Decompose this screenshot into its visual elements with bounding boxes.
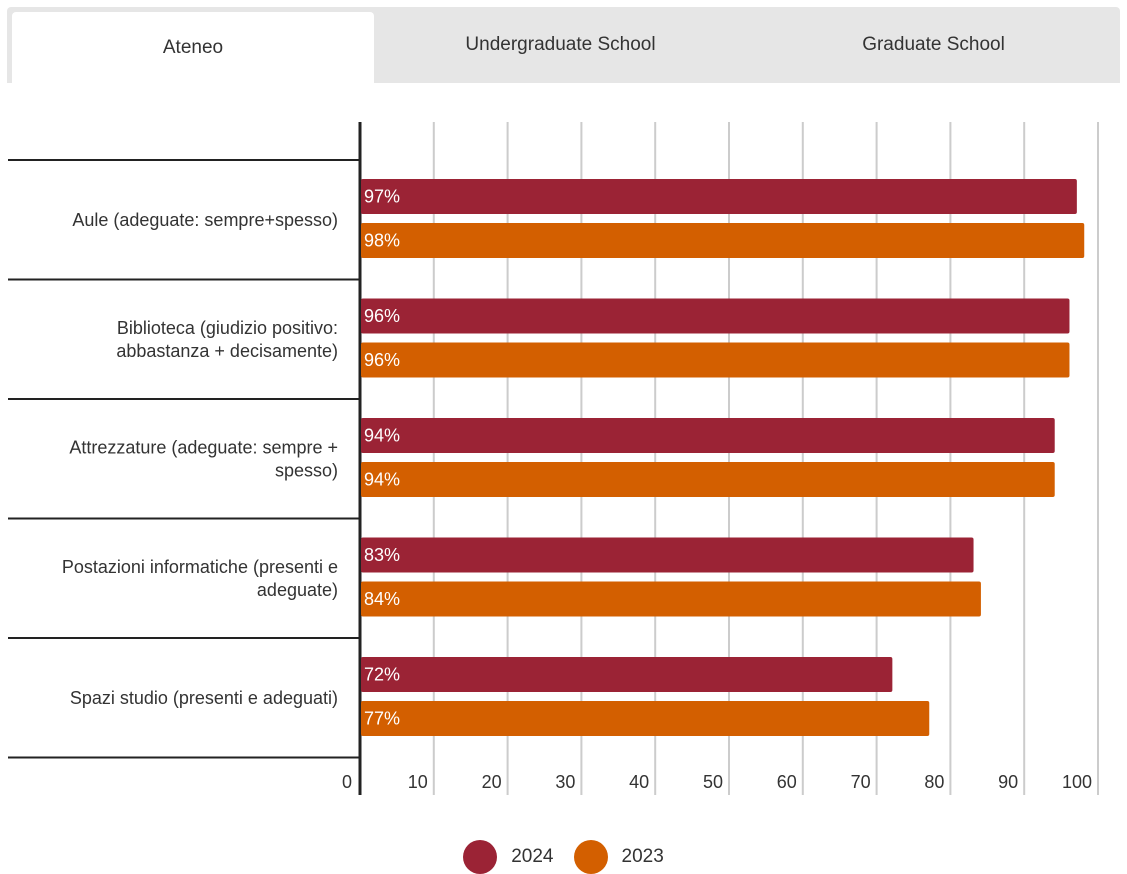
legend-label-2023: 2023 (621, 846, 664, 867)
bar-2023 (361, 342, 1070, 378)
tab-bar: Ateneo Undergraduate School Graduate Sch… (7, 7, 1120, 83)
bar-2023 (361, 701, 930, 736)
legend-item-2024[interactable]: 2024 (463, 840, 554, 874)
x-tick-label: 80 (924, 772, 944, 792)
data-label-2024: 96% (364, 306, 400, 326)
x-tick-label: 50 (703, 772, 723, 792)
bar-2024 (361, 537, 974, 573)
data-label-2023: 98% (364, 231, 400, 251)
x-tick-label: 20 (482, 772, 502, 792)
data-label-2023: 96% (364, 350, 400, 370)
data-label-2024: 83% (364, 545, 400, 565)
bar-2023 (361, 462, 1055, 497)
data-label-2024: 97% (364, 187, 400, 207)
tab-graduate-school[interactable]: Graduate School (862, 34, 1005, 55)
data-label-2023: 94% (364, 470, 400, 490)
legend-swatch-2023 (573, 840, 608, 874)
chart-legend: 2024 2023 (0, 840, 1127, 874)
x-tick-label: 90 (998, 772, 1018, 792)
legend-item-2023[interactable]: 2023 (573, 840, 664, 874)
category-label: spesso) (275, 460, 338, 480)
data-label-2023: 84% (364, 589, 400, 609)
x-tick-label: 100 (1062, 772, 1092, 792)
category-label: Aule (adeguate: sempre+spesso) (72, 210, 338, 230)
tab-undergraduate-school[interactable]: Undergraduate School (465, 34, 656, 55)
legend-swatch-2024 (463, 840, 498, 874)
bar-2024 (361, 418, 1055, 453)
bar-2024 (361, 179, 1077, 214)
category-label: abbastanza + decisamente) (116, 341, 338, 361)
category-label: Biblioteca (giudizio positivo: (117, 318, 338, 338)
category-label: Spazi studio (presenti e adeguati) (70, 688, 338, 708)
bar-chart: 97% 96% 94% 83% 72% 98% 96% 94% 84% 77% Aule (adeg… (8, 122, 1099, 795)
x-tick-label: 30 (555, 772, 575, 792)
bar-2024 (361, 657, 893, 692)
data-label-2023: 77% (364, 709, 400, 729)
x-tick-label: 10 (408, 772, 428, 792)
x-tick-label: 60 (777, 772, 797, 792)
bar-2023 (361, 581, 981, 617)
legend-label-2024: 2024 (511, 846, 554, 867)
tab-ateneo[interactable]: Ateneo (12, 12, 374, 83)
bar-2024 (361, 298, 1070, 334)
category-label: Postazioni informatiche (presenti e (62, 557, 338, 577)
category-label: adeguate) (257, 580, 338, 600)
data-label-2024: 72% (364, 665, 400, 685)
bar-2023 (361, 223, 1085, 258)
x-tick-label: 40 (629, 772, 649, 792)
x-tick-label: 70 (851, 772, 871, 792)
x-tick-label: 0 (342, 772, 352, 792)
category-label: Attrezzature (adeguate: sempre + (69, 437, 338, 457)
data-label-2024: 94% (364, 426, 400, 446)
